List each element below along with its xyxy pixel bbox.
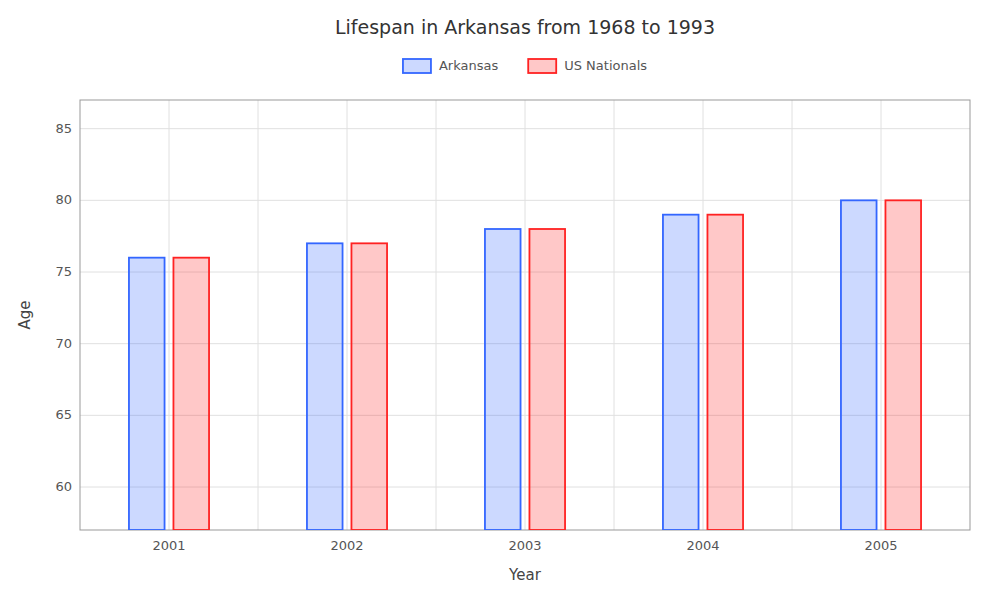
- legend-label: Arkansas: [439, 58, 498, 73]
- plot-frame: [80, 100, 970, 530]
- bar: [129, 258, 165, 530]
- x-axis-label: Year: [508, 566, 542, 584]
- x-tick-label: 2004: [686, 538, 719, 553]
- chart-title: Lifespan in Arkansas from 1968 to 1993: [335, 16, 715, 38]
- x-grid-line: [347, 100, 348, 530]
- x-tick-label: 2005: [864, 538, 897, 553]
- bar: [663, 215, 699, 530]
- bars: [129, 200, 921, 530]
- x-tick-label: 2003: [508, 538, 541, 553]
- bar: [885, 200, 921, 530]
- bar: [485, 229, 521, 530]
- y-tick-label: 85: [55, 121, 72, 136]
- legend-swatch: [528, 59, 556, 73]
- grid: [80, 100, 970, 530]
- x-tick-label: 2002: [330, 538, 363, 553]
- y-tick-label: 60: [55, 479, 72, 494]
- bar: [173, 258, 209, 530]
- bar: [841, 200, 877, 530]
- group-boundary-line: [792, 100, 793, 530]
- x-grid-line: [881, 100, 882, 530]
- x-grid-line: [703, 100, 704, 530]
- x-grid-line: [169, 100, 170, 530]
- chart-container: Lifespan in Arkansas from 1968 to 1993 60…: [0, 0, 1000, 600]
- x-grid-line: [525, 100, 526, 530]
- y-tick-label: 70: [55, 336, 72, 351]
- legend-swatch: [403, 59, 431, 73]
- legend-item: Arkansas: [403, 58, 498, 73]
- group-boundary-line: [436, 100, 437, 530]
- bar: [307, 243, 343, 530]
- bar: [707, 215, 743, 530]
- legend-item: US Nationals: [528, 58, 647, 73]
- group-boundary-line: [258, 100, 259, 530]
- group-boundary-line: [614, 100, 615, 530]
- x-tick-label: 2001: [152, 538, 185, 553]
- legend-label: US Nationals: [564, 58, 647, 73]
- y-tick-label: 75: [55, 264, 72, 279]
- y-tick-label: 80: [55, 192, 72, 207]
- legend: Arkansas US Nationals: [403, 58, 647, 73]
- y-axis-label: Age: [16, 300, 34, 329]
- bar: [529, 229, 565, 530]
- bar: [351, 243, 387, 530]
- y-tick-label: 65: [55, 407, 72, 422]
- chart-svg: Lifespan in Arkansas from 1968 to 1993 60…: [0, 0, 1000, 600]
